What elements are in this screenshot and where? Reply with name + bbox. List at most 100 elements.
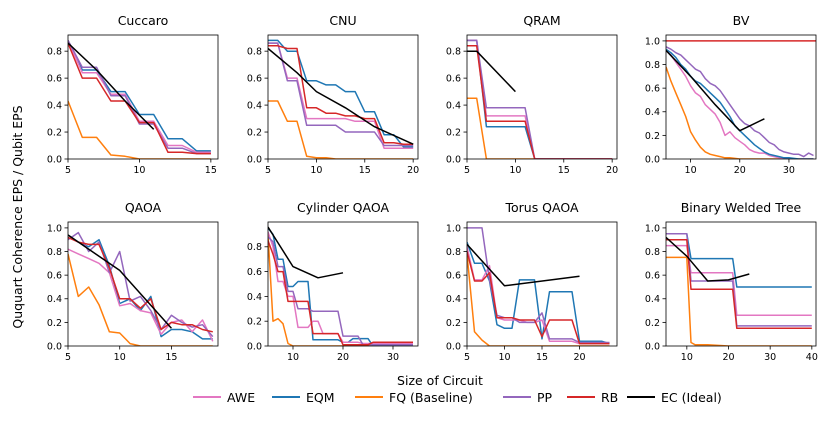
series-line-awe bbox=[666, 49, 814, 159]
series-line-ec-ideal bbox=[268, 226, 344, 279]
y-tick-label: 0.2 bbox=[247, 317, 262, 328]
x-tick-label: 20 bbox=[606, 165, 618, 176]
x-tick-label: 20 bbox=[337, 352, 349, 363]
panel-cylinder-qaoa: Cylinder QAOA 10 20 30 0.0 0.2 0.4 0.6 0.8 bbox=[247, 200, 419, 363]
y-tick-label: 0.2 bbox=[446, 127, 461, 138]
series-line-awe bbox=[68, 248, 214, 342]
series-line-fq-baseline bbox=[666, 66, 814, 159]
x-tick-label: 10 bbox=[114, 352, 126, 363]
y-tick-label: 0.0 bbox=[247, 154, 262, 165]
series-line-eqm bbox=[268, 227, 413, 346]
panel-qaoa: QAOA 5 10 15 0.0 0.2 0.4 0.6 0.8 1.0 bbox=[47, 200, 219, 363]
series-line-rb bbox=[666, 238, 812, 330]
y-tick-label: 0.4 bbox=[247, 292, 262, 303]
series-line-fq-baseline bbox=[467, 253, 610, 346]
legend-label: RB bbox=[601, 390, 618, 405]
x-tick-label: 10 bbox=[310, 165, 322, 176]
y-tick-label: 0.4 bbox=[47, 294, 62, 305]
y-tick-label: 0.2 bbox=[446, 318, 461, 329]
x-tick-label: 5 bbox=[265, 165, 271, 176]
series-line-eqm bbox=[666, 48, 814, 159]
x-tick-label: 30 bbox=[387, 352, 399, 363]
y-tick-label: 0.6 bbox=[645, 271, 660, 282]
panel-title: Binary Welded Tree bbox=[681, 200, 802, 215]
y-tick-label: 0.2 bbox=[47, 318, 62, 329]
series-line-fq-baseline bbox=[666, 256, 812, 346]
y-tick-label: 0.4 bbox=[247, 100, 262, 111]
plot-frame bbox=[67, 221, 219, 347]
y-tick-label: 0.4 bbox=[645, 107, 660, 118]
y-tick-label: 0.2 bbox=[47, 127, 62, 138]
y-tick-label: 1.0 bbox=[47, 223, 62, 234]
legend-item-awe: AWE bbox=[193, 390, 255, 405]
series-line-awe bbox=[666, 244, 812, 317]
series-line-eqm bbox=[467, 39, 613, 159]
series-line-pp bbox=[68, 40, 211, 155]
y-tick-label: 0.0 bbox=[645, 154, 660, 165]
legend-label: AWE bbox=[227, 390, 255, 405]
series-line-ec-ideal bbox=[666, 236, 750, 282]
legend-item-rb: RB bbox=[567, 390, 618, 405]
legend-label: EC (Ideal) bbox=[661, 390, 722, 405]
y-tick-label: 0.6 bbox=[47, 271, 62, 282]
x-tick-label: 10 bbox=[681, 352, 693, 363]
y-tick-label: 0.8 bbox=[446, 47, 461, 58]
y-tick-label: 0.6 bbox=[645, 84, 660, 95]
series-line-ec-ideal bbox=[68, 234, 172, 329]
y-tick-label: 0.6 bbox=[247, 267, 262, 278]
series-line-pp bbox=[268, 236, 413, 346]
panel-binary-welded-tree: Binary Welded Tree 10 20 30 40 0.0 0.2 0.4 0.6 0.… bbox=[645, 200, 818, 363]
x-tick-label: 5 bbox=[65, 352, 71, 363]
y-tick-label: 0.8 bbox=[47, 247, 62, 258]
panel-title: Torus QAOA bbox=[504, 200, 578, 215]
series-line-fq-baseline bbox=[268, 100, 414, 159]
panel-bv: BV 10 20 30 0.0 0.2 0.4 0.6 0.8 1.0 bbox=[645, 13, 817, 176]
x-tick-label: 10 bbox=[287, 352, 299, 363]
series-line-pp bbox=[467, 39, 613, 159]
panel-qram: QRAM 5 10 15 20 0.0 0.2 0.4 0.6 0.8 bbox=[446, 13, 618, 176]
panel-title: CNU bbox=[329, 13, 356, 28]
panel-title: Cuccaro bbox=[118, 13, 169, 28]
y-tick-label: 0.6 bbox=[47, 74, 62, 85]
series-line-ec-ideal bbox=[68, 42, 155, 130]
y-tick-label: 1.0 bbox=[645, 36, 660, 47]
legend-label: EQM bbox=[306, 390, 335, 405]
y-tick-label: 0.4 bbox=[446, 294, 461, 305]
y-tick-label: 0.0 bbox=[645, 341, 660, 352]
panel-title: Cylinder QAOA bbox=[297, 200, 390, 215]
x-tick-label: 10 bbox=[498, 352, 510, 363]
series-line-pp bbox=[68, 231, 214, 338]
y-tick-label: 0.4 bbox=[47, 100, 62, 111]
x-tick-label: 20 bbox=[722, 352, 734, 363]
panel-torus-qaoa: Torus QAOA 5 10 15 20 0.0 0.2 0.4 0.6 0.8 1.0 bbox=[446, 200, 618, 363]
x-tick-label: 15 bbox=[205, 165, 217, 176]
y-tick-label: 0.4 bbox=[446, 100, 461, 111]
y-tick-label: 0.8 bbox=[247, 242, 262, 253]
series-line-fq-baseline bbox=[467, 97, 613, 159]
x-tick-label: 20 bbox=[407, 165, 419, 176]
y-tick-label: 0.0 bbox=[247, 341, 262, 352]
series-line-awe bbox=[68, 40, 211, 154]
x-tick-label: 20 bbox=[573, 352, 585, 363]
y-tick-label: 0.6 bbox=[247, 74, 262, 85]
y-tick-label: 1.0 bbox=[446, 223, 461, 234]
x-axis-label: Size of Circuit bbox=[397, 373, 483, 388]
panel-cuccaro: Cuccaro 5 10 15 0.0 0.2 0.4 0.6 0.8 bbox=[47, 13, 219, 176]
series-line-rb bbox=[68, 42, 211, 155]
plot-frame bbox=[466, 34, 618, 160]
y-tick-label: 0.8 bbox=[47, 47, 62, 58]
y-tick-label: 0.2 bbox=[247, 127, 262, 138]
y-tick-label: 0.2 bbox=[645, 318, 660, 329]
y-tick-label: 0.0 bbox=[446, 341, 461, 352]
legend: AWE EQM FQ (Baseline) PP RB EC (Ideal) bbox=[193, 390, 722, 405]
x-tick-label: 30 bbox=[783, 165, 795, 176]
series-line-ec-ideal bbox=[268, 47, 414, 145]
series-line-rb bbox=[268, 240, 413, 346]
x-tick-label: 15 bbox=[558, 165, 570, 176]
x-tick-label: 20 bbox=[734, 165, 746, 176]
x-tick-label: 40 bbox=[806, 352, 818, 363]
plot-frame bbox=[67, 34, 219, 160]
series-line-rb bbox=[467, 251, 610, 345]
series-line-awe bbox=[467, 39, 613, 159]
